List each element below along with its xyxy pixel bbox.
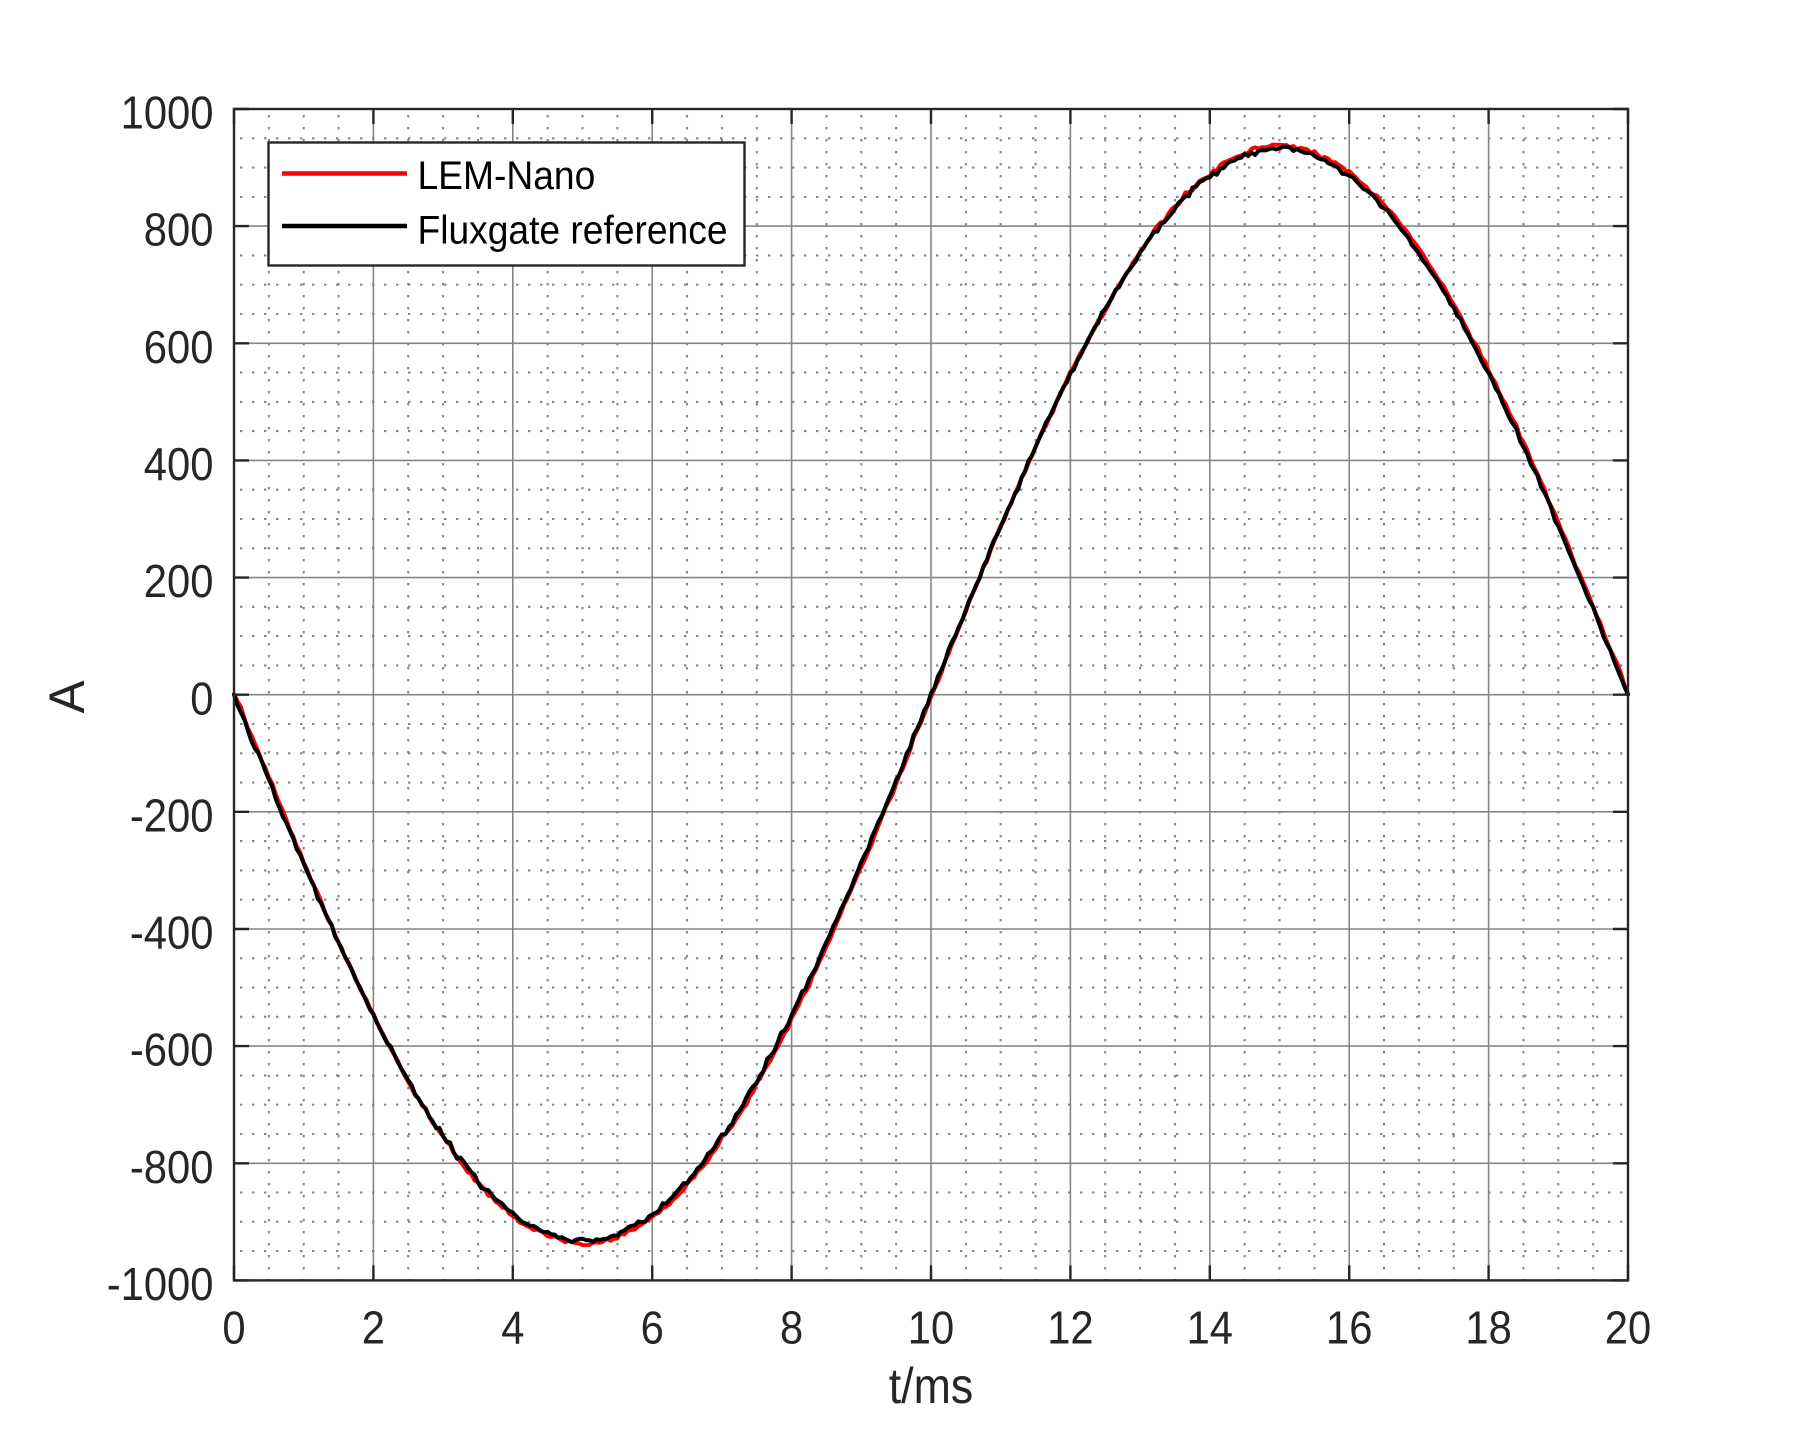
svg-text:8: 8 (780, 1302, 803, 1354)
svg-text:-200: -200 (130, 789, 214, 841)
svg-text:-600: -600 (130, 1024, 214, 1076)
svg-text:20: 20 (1605, 1302, 1651, 1354)
svg-text:A: A (39, 680, 95, 713)
svg-text:200: 200 (144, 555, 214, 607)
svg-text:400: 400 (144, 438, 214, 490)
svg-text:4: 4 (501, 1302, 524, 1354)
svg-text:18: 18 (1465, 1302, 1511, 1354)
svg-text:2: 2 (362, 1302, 385, 1354)
svg-text:-1000: -1000 (107, 1258, 214, 1310)
svg-text:0: 0 (222, 1302, 245, 1354)
svg-text:800: 800 (144, 204, 214, 256)
svg-text:16: 16 (1326, 1302, 1372, 1354)
svg-text:14: 14 (1187, 1302, 1233, 1354)
svg-text:600: 600 (144, 321, 214, 373)
svg-text:6: 6 (641, 1302, 664, 1354)
svg-text:-400: -400 (130, 907, 214, 959)
svg-text:LEM-Nano: LEM-Nano (418, 154, 596, 198)
svg-text:1000: 1000 (121, 87, 214, 139)
svg-text:0: 0 (190, 672, 213, 724)
svg-text:Fluxgate reference: Fluxgate reference (418, 209, 728, 253)
svg-text:t/ms: t/ms (889, 1358, 974, 1414)
svg-text:-800: -800 (130, 1141, 214, 1193)
svg-text:12: 12 (1047, 1302, 1093, 1354)
svg-text:10: 10 (908, 1302, 954, 1354)
